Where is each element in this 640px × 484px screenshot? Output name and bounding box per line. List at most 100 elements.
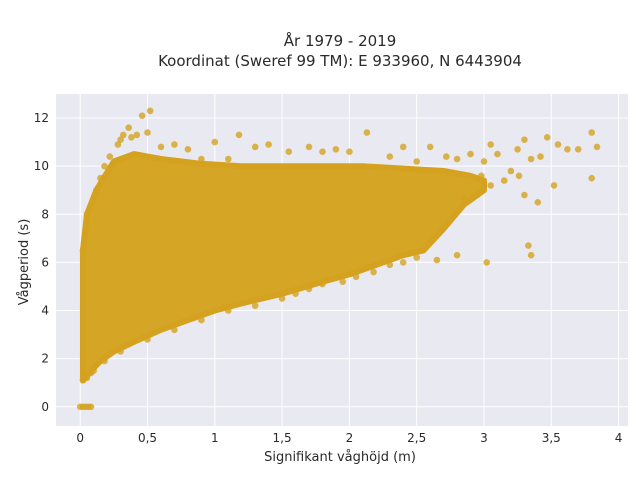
data-point xyxy=(133,131,141,139)
data-point xyxy=(467,150,474,158)
data-point xyxy=(278,295,286,302)
data-point xyxy=(97,174,104,182)
data-point xyxy=(144,129,151,136)
data-point xyxy=(171,141,178,148)
data-point xyxy=(138,112,146,119)
y-axis-label: Vågperiod (s) xyxy=(17,219,32,306)
data-point xyxy=(339,278,347,286)
data-point xyxy=(593,143,601,151)
data-point xyxy=(90,367,97,375)
data-point xyxy=(507,167,515,175)
data-point xyxy=(101,357,108,365)
x-tick-label: 3 xyxy=(480,431,488,445)
data-point xyxy=(413,158,421,165)
data-point xyxy=(285,148,293,155)
data-point xyxy=(537,153,544,160)
x-tick-label: 2 xyxy=(346,431,354,445)
data-point xyxy=(87,403,95,411)
data-point xyxy=(346,148,353,155)
data-point xyxy=(83,211,91,218)
x-tick-label: 1,5 xyxy=(273,431,292,445)
data-point xyxy=(534,199,542,206)
y-tick-label: 8 xyxy=(41,207,49,221)
data-point xyxy=(554,141,562,148)
chart-title-line-2: Koordinat (Sweref 99 TM): E 933960, N 64… xyxy=(158,52,522,70)
data-point xyxy=(90,196,97,204)
data-point xyxy=(426,143,434,151)
x-tick-label: 4 xyxy=(615,431,623,445)
data-point xyxy=(413,254,421,261)
data-point xyxy=(399,259,407,266)
x-tick-label: 0,5 xyxy=(138,431,157,445)
y-axis-ticks: 0 2 4 6 8 10 12 xyxy=(34,111,49,414)
data-point xyxy=(251,302,259,310)
data-point xyxy=(332,146,340,153)
data-point xyxy=(251,143,259,151)
data-point xyxy=(120,131,127,139)
data-point xyxy=(386,261,394,269)
data-point xyxy=(433,256,441,264)
data-point xyxy=(319,280,326,288)
x-tick-label: 0 xyxy=(76,431,84,445)
data-point xyxy=(480,158,488,165)
data-point xyxy=(117,348,124,355)
data-point xyxy=(265,141,272,148)
data-point xyxy=(443,153,450,160)
data-point xyxy=(198,316,205,324)
data-point xyxy=(494,150,501,158)
data-point xyxy=(171,326,178,334)
chart-title-line-1: År 1979 - 2019 xyxy=(284,31,397,50)
data-point xyxy=(106,153,114,160)
data-point xyxy=(525,242,532,249)
x-axis-label: Signifikant våghöjd (m) xyxy=(264,450,416,465)
data-point xyxy=(305,285,313,293)
x-tick-label: 2,5 xyxy=(407,431,426,445)
data-point xyxy=(144,336,151,343)
data-point xyxy=(487,182,495,189)
data-points xyxy=(76,107,601,411)
data-point xyxy=(527,155,535,163)
x-axis-ticks: 0 0,5 1 1,5 2 2,5 3 3,5 4 xyxy=(76,431,622,445)
data-point xyxy=(370,268,377,276)
data-point xyxy=(386,153,394,160)
data-point xyxy=(453,251,461,259)
data-point xyxy=(588,129,595,136)
data-point xyxy=(453,155,461,163)
data-point xyxy=(83,374,91,382)
data-point xyxy=(574,146,582,153)
data-point xyxy=(101,162,108,170)
data-point xyxy=(550,182,558,189)
data-point xyxy=(543,134,551,141)
data-point xyxy=(211,138,219,146)
data-point xyxy=(319,148,326,155)
y-tick-label: 2 xyxy=(41,352,49,366)
data-point xyxy=(184,146,192,153)
data-point xyxy=(82,227,89,235)
data-point xyxy=(225,155,232,163)
data-point xyxy=(478,172,485,180)
y-tick-label: 4 xyxy=(41,304,49,318)
data-point xyxy=(128,134,135,141)
data-point xyxy=(500,177,508,184)
data-point xyxy=(521,191,528,199)
data-point xyxy=(235,131,243,139)
data-point xyxy=(198,155,205,163)
data-point xyxy=(93,186,100,194)
data-point xyxy=(225,307,232,314)
data-point xyxy=(474,191,481,199)
data-point xyxy=(157,143,165,151)
x-tick-label: 3,5 xyxy=(542,431,561,445)
data-point xyxy=(292,290,299,298)
y-tick-label: 10 xyxy=(34,159,49,173)
data-point xyxy=(521,136,528,143)
x-tick-label: 1 xyxy=(211,431,219,445)
data-point xyxy=(483,259,491,266)
data-point xyxy=(117,136,124,143)
data-point xyxy=(125,124,132,131)
data-point xyxy=(515,172,523,180)
data-point xyxy=(564,146,571,153)
y-tick-label: 12 xyxy=(34,111,49,125)
density-band xyxy=(79,151,487,384)
